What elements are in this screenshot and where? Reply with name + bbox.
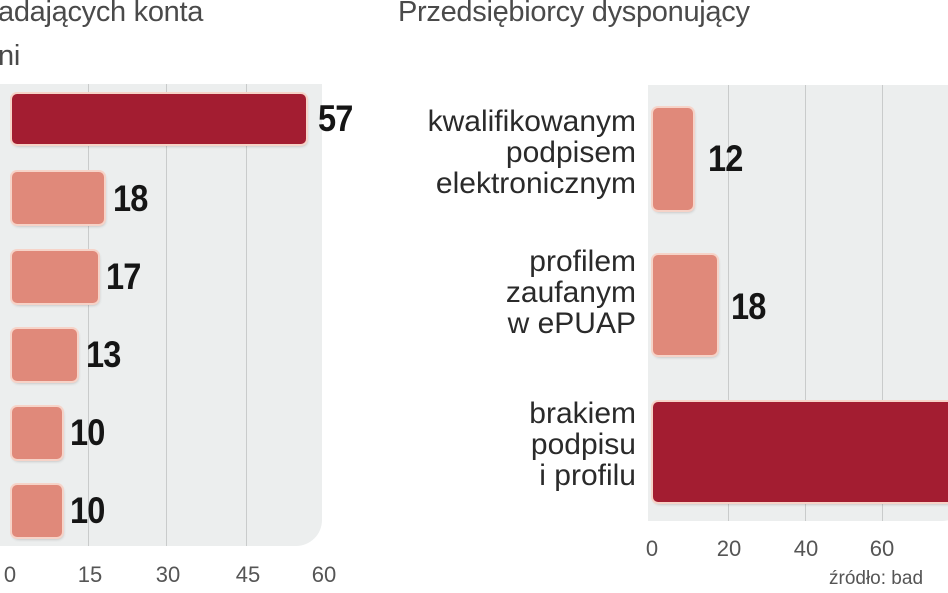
left-chart-title-line1: adających konta — [0, 0, 204, 28]
right-category-1: kwalifikowanym podpisem elektronicznym — [427, 105, 636, 200]
right-tick-40: 40 — [793, 536, 819, 561]
left-bar-2 — [12, 172, 104, 224]
left-tick-45: 45 — [235, 562, 261, 587]
left-bar-2-value: 18 — [113, 178, 148, 219]
left-plot-area — [0, 84, 322, 546]
left-bar-3-value: 17 — [106, 256, 141, 297]
gridline-20 — [728, 85, 729, 521]
right-tick-0: 0 — [645, 536, 659, 561]
right-category-3: brakiem podpisu i profilu — [529, 397, 636, 492]
right-tick-20: 20 — [716, 536, 742, 561]
right-tick-60: 60 — [869, 536, 895, 561]
right-chart-title: Przedsiębiorcy dysponujący — [398, 0, 750, 28]
right-bar-1 — [653, 108, 693, 210]
gridline-30 — [166, 84, 167, 546]
left-bar-5-value: 10 — [70, 412, 105, 453]
left-bar-3 — [12, 251, 98, 303]
source-note: źródło: bad — [829, 568, 924, 589]
gridline-45 — [246, 84, 247, 546]
left-tick-60: 60 — [311, 562, 337, 587]
left-tick-30: 30 — [155, 562, 181, 587]
left-chart-title-line2: ni — [0, 40, 20, 72]
gridline-40 — [805, 85, 806, 521]
left-bar-1-value: 57 — [318, 98, 353, 139]
left-tick-0: 0 — [3, 562, 17, 587]
left-bar-4-value: 13 — [86, 334, 121, 375]
right-category-2: profilem zaufanym w ePUAP — [505, 245, 636, 340]
left-tick-15: 15 — [77, 562, 103, 587]
right-bar-1-value: 12 — [708, 138, 743, 179]
left-bar-6-value: 10 — [70, 490, 105, 531]
gridline-15 — [88, 84, 89, 546]
left-bar-6 — [12, 485, 62, 537]
right-bar-3 — [653, 402, 948, 502]
left-bar-4 — [12, 329, 77, 381]
left-bar-1 — [12, 94, 306, 144]
gridline-60 — [882, 85, 883, 521]
left-bar-5 — [12, 407, 62, 459]
right-bar-2 — [653, 255, 717, 355]
right-bar-2-value: 18 — [731, 286, 766, 327]
